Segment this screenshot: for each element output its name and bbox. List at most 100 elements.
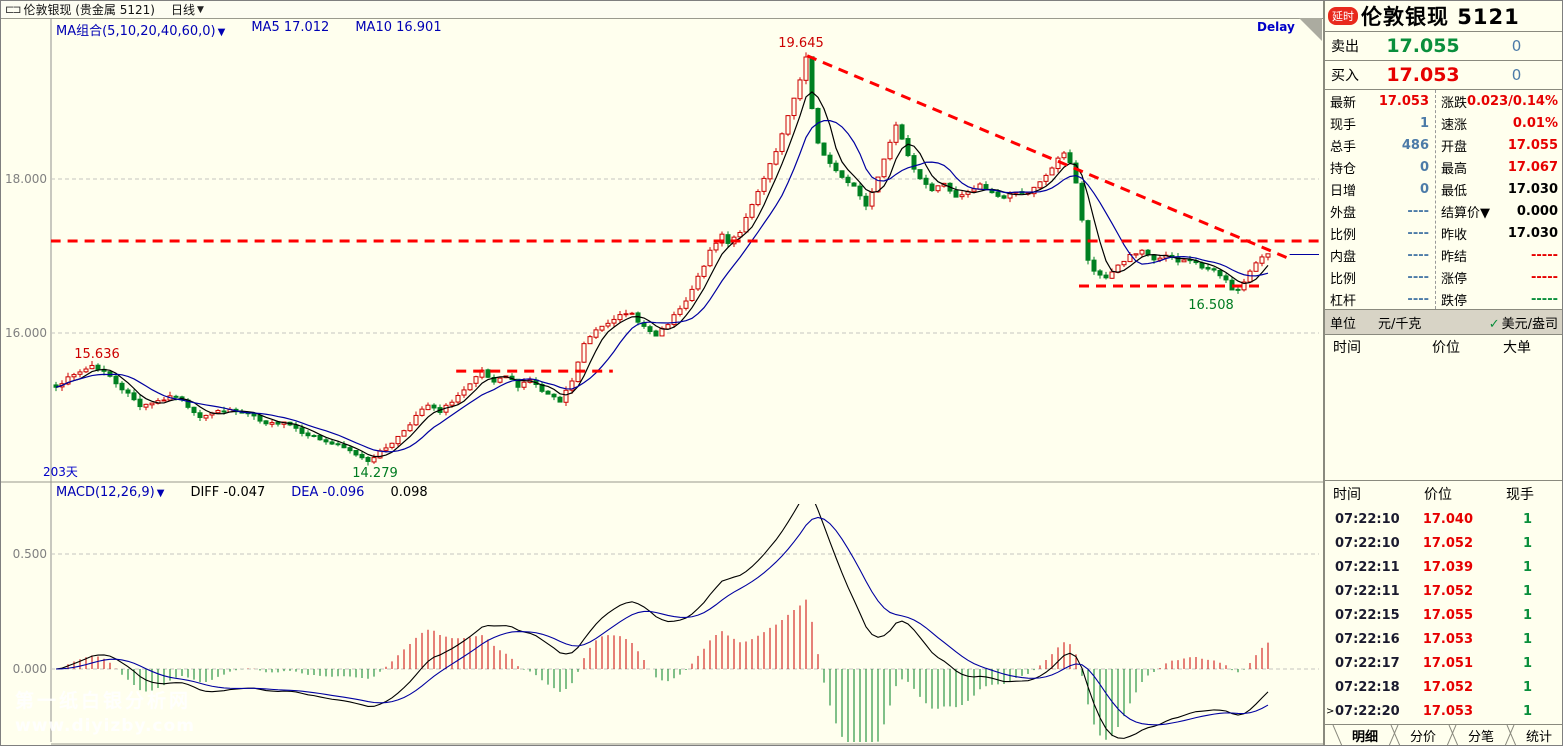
quote-value: 17.055 bbox=[1507, 137, 1558, 153]
tape-volume: 1 bbox=[1522, 607, 1532, 623]
ma-combo-selector[interactable]: MA组合(5,10,20,40,60,0) ▼ bbox=[56, 20, 225, 39]
tape-time: 07:22:18 bbox=[1335, 679, 1400, 695]
macd-selector[interactable]: MACD(12,26,9) ▼ bbox=[56, 485, 164, 500]
quote-row-right: 速涨 0.01% bbox=[1436, 112, 1562, 134]
ma-line-MA10 bbox=[55, 120, 1269, 453]
quote-row-left: 总手 486 bbox=[1325, 134, 1435, 156]
quote-row-right: 涨停 ----- bbox=[1436, 266, 1562, 288]
candlestick-chart[interactable]: 18.000 16.000 0.500 0.000 19.645 15.636 14.279… bbox=[1, 18, 1323, 746]
quote-row-right: 最高 17.067 bbox=[1436, 156, 1562, 178]
quote-label: 比例 bbox=[1330, 271, 1357, 287]
instrument-title: 伦敦银现 (贵金属 5121) bbox=[23, 3, 155, 17]
tape-price: 17.052 bbox=[1422, 583, 1473, 599]
tape-row: 07:22:17 17.051 1 bbox=[1325, 651, 1562, 675]
downtrend-line bbox=[806, 54, 1289, 260]
macd-bar-value: 0.098 bbox=[390, 485, 428, 500]
macd-dea-line bbox=[55, 516, 1269, 726]
ma10-value: MA10 16.901 bbox=[355, 20, 442, 35]
ma-indicator-row: MA组合(5,10,20,40,60,0) ▼ MA5 17.012 MA10 1… bbox=[56, 20, 442, 39]
tape-volume: 1 bbox=[1522, 703, 1532, 719]
tape-row: 07:22:11 17.052 1 bbox=[1325, 579, 1562, 603]
macd-label: MACD(12,26,9) bbox=[56, 485, 155, 500]
ask-qty: 0 bbox=[1511, 37, 1522, 55]
ask-row: 卖出 17.055 0 bbox=[1325, 32, 1562, 61]
delay-label: Delay bbox=[1257, 20, 1295, 34]
quote-label: 最新 bbox=[1330, 95, 1357, 111]
quote-value: 0.01% bbox=[1512, 115, 1558, 131]
tape-row: 07:22:15 17.055 1 bbox=[1325, 603, 1562, 627]
tape-list[interactable]: 07:22:10 17.040 1 07:22:10 17.052 1 07:22:11 17… bbox=[1325, 507, 1562, 724]
quote-value: 0.000 bbox=[1516, 203, 1558, 219]
chevron-down-icon: ▼ bbox=[217, 27, 226, 38]
macd-layer bbox=[55, 504, 1269, 742]
ma-line-MA5 bbox=[55, 91, 1269, 458]
tape-row: 07:22:10 17.052 1 bbox=[1325, 531, 1562, 555]
tape-volume: 1 bbox=[1522, 535, 1532, 551]
bid-row: 买入 17.053 0 bbox=[1325, 61, 1562, 90]
ask-price: 17.055 bbox=[1386, 35, 1460, 57]
quote-row-right: 结算价▼ 0.000 bbox=[1436, 200, 1562, 222]
quote-row-right: 昨收 17.030 bbox=[1436, 222, 1562, 244]
quote-value: ---- bbox=[1407, 247, 1430, 263]
quote-row-left: 现手 1 bbox=[1325, 112, 1435, 134]
quote-label: 涨跌 bbox=[1441, 95, 1468, 111]
price-annotation-label: 19.645 bbox=[778, 36, 824, 51]
macd-axis-tick: 0.500 bbox=[13, 547, 47, 561]
tape-price: 17.052 bbox=[1422, 535, 1473, 551]
quote-row-left: 内盘 ---- bbox=[1325, 244, 1435, 266]
tape-price: 17.053 bbox=[1422, 631, 1473, 647]
quote-label: 结算价▼ bbox=[1441, 205, 1491, 221]
tape-price: 17.040 bbox=[1422, 511, 1473, 527]
quote-label: 跌停 bbox=[1441, 293, 1468, 309]
tape-volume: 1 bbox=[1522, 631, 1532, 647]
tape-row: 07:22:10 17.040 1 bbox=[1325, 507, 1562, 531]
quote-label: 外盘 bbox=[1330, 205, 1357, 221]
period-selector[interactable]: 日线 ▼ bbox=[171, 1, 204, 18]
quote-value: ----- bbox=[1531, 247, 1558, 263]
tape-time: 07:22:16 bbox=[1335, 631, 1400, 647]
tab-分笔[interactable]: 分笔 bbox=[1468, 729, 1494, 745]
current-row-marker: > bbox=[1326, 705, 1335, 717]
tape-volume: 1 bbox=[1522, 511, 1532, 527]
quote-label: 昨收 bbox=[1441, 227, 1468, 243]
bid-label: 买入 bbox=[1331, 68, 1359, 84]
unit-row: 单位 元/千克 ✓ 美元/盎司 bbox=[1325, 310, 1562, 335]
check-icon: ✓ bbox=[1488, 316, 1500, 332]
tab-分价[interactable]: 分价 bbox=[1410, 730, 1436, 745]
tape-time: 07:22:11 bbox=[1335, 559, 1400, 575]
price-annotation-label: 16.508 bbox=[1188, 298, 1234, 313]
tape-row: 07:22:16 17.053 1 bbox=[1325, 627, 1562, 651]
quote-label: 内盘 bbox=[1330, 249, 1357, 265]
quote-row-right: 跌停 ----- bbox=[1436, 288, 1562, 310]
quote-value: ---- bbox=[1407, 269, 1430, 285]
quote-value: 486 bbox=[1401, 137, 1430, 153]
quote-label: 日增 bbox=[1330, 183, 1357, 199]
tape-price: 17.055 bbox=[1422, 607, 1473, 623]
tape-row: 07:22:18 17.052 1 bbox=[1325, 675, 1562, 699]
bid-price: 17.053 bbox=[1386, 64, 1460, 86]
tab-明细[interactable]: 明细 bbox=[1352, 729, 1378, 745]
tape-time: 07:22:10 bbox=[1335, 511, 1400, 527]
tape-time: 07:22:10 bbox=[1335, 535, 1400, 551]
unit-option-usd[interactable]: ✓ 美元/盎司 bbox=[1488, 316, 1558, 332]
ma-lines-layer bbox=[55, 91, 1269, 458]
price-annotation-label: 15.636 bbox=[74, 347, 120, 362]
quote-value: 17.030 bbox=[1507, 225, 1558, 241]
unit-option-cny[interactable]: 元/千克 bbox=[1378, 316, 1422, 332]
tape-row: 07:22:11 17.039 1 bbox=[1325, 555, 1562, 579]
settlement-dropdown-icon[interactable]: ▼ bbox=[1480, 205, 1491, 221]
chart-titlebar: ⊏⊐ 伦敦银现 (贵金属 5121) 日线 ▼ bbox=[1, 1, 1323, 19]
quote-row-right: 开盘 17.055 bbox=[1436, 134, 1562, 156]
tape-time: 07:22:17 bbox=[1335, 655, 1400, 671]
period-label: 日线 bbox=[170, 3, 195, 17]
tape-volume: 1 bbox=[1522, 679, 1532, 695]
quote-value: 17.053 bbox=[1378, 93, 1430, 109]
price-annotation-label: 14.279 bbox=[352, 466, 398, 481]
quote-value: ---- bbox=[1407, 291, 1430, 307]
quote-row-left: 比例 ---- bbox=[1325, 266, 1435, 288]
bigorder-header: 时间 价位 大单 bbox=[1333, 340, 1531, 356]
quote-row-right: 昨结 ----- bbox=[1436, 244, 1562, 266]
tab-统计[interactable]: 统计 bbox=[1526, 730, 1552, 745]
tape-price: 17.053 bbox=[1422, 703, 1473, 719]
